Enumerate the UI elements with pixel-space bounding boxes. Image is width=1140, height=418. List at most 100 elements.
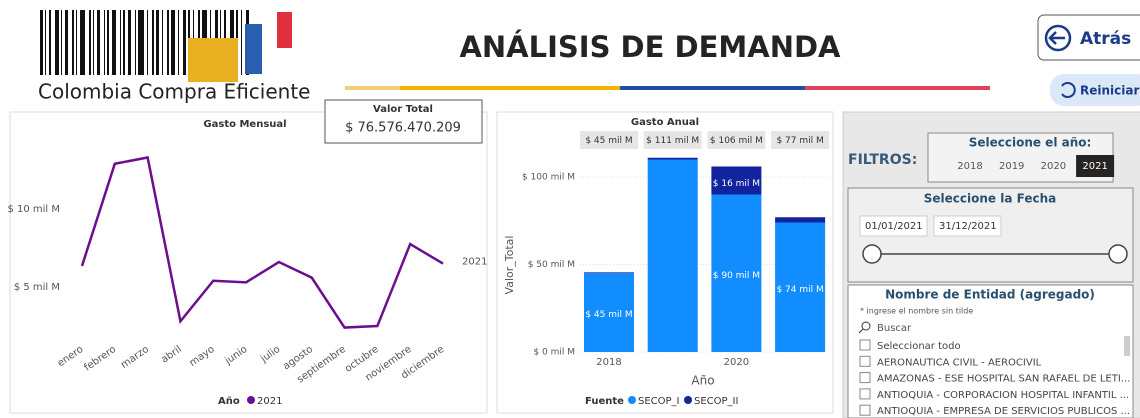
logo-red [277, 12, 292, 48]
total-label-box [707, 131, 766, 149]
reset-icon [1061, 82, 1076, 98]
start-date-input[interactable] [859, 215, 928, 237]
legend-label: 2021 [257, 396, 282, 407]
barcode-bar [183, 10, 186, 75]
legend-label: SECOP_I [638, 396, 680, 407]
total-label-box [771, 131, 830, 149]
back-icon [1044, 24, 1072, 52]
title-rule [620, 86, 805, 90]
y-tick-label: $ 5 mil M [14, 282, 60, 293]
line-series [80, 156, 444, 329]
barcode-bar [162, 10, 163, 75]
barcode-bar [104, 10, 105, 75]
barcode-bar [123, 10, 125, 75]
search-icon [858, 328, 864, 334]
barcode-bar [178, 10, 179, 75]
title-rule [345, 86, 400, 90]
legend-label: SECOP_II [694, 396, 738, 407]
barcode-bar [128, 10, 131, 75]
logo-text: Colombia Compra Eficiente [38, 80, 310, 104]
chart-title: Gasto Anual [631, 117, 699, 128]
date-title: Seleccione la Fecha [924, 192, 1056, 206]
barcode-bar [55, 10, 59, 75]
year-button-label: 2019 [999, 161, 1024, 172]
barcode-bar [72, 10, 74, 75]
barcode-bar [152, 10, 154, 75]
y-tick-label: $ 10 mil M [7, 204, 60, 215]
bar-segment [775, 217, 826, 223]
legend-swatch [684, 396, 692, 404]
x-tick-label: 2020 [724, 357, 749, 368]
barcode-bar [93, 10, 94, 75]
title-rule [400, 86, 620, 90]
barcode-bar [135, 10, 136, 75]
bar-value-label: $ 16 mil M [713, 179, 760, 189]
year-button[interactable] [951, 155, 989, 177]
bar-value-label: $ 45 mil M [585, 310, 632, 320]
barcode-bar [241, 10, 242, 75]
entity-hint: * ingrese el nombre sin tilde [860, 307, 973, 316]
total-label: $ 111 mil M [646, 136, 699, 146]
end-date: 31/12/2021 [939, 221, 997, 232]
y-axis-title: Valor_Total [503, 236, 516, 295]
total-label-box [580, 131, 638, 149]
year-button[interactable] [992, 155, 1031, 177]
bar-value-label: $ 74 mil M [776, 285, 823, 295]
entity-checkbox[interactable] [859, 355, 871, 367]
y-tick-label: $ 100 mil M [522, 173, 575, 183]
legend-swatch [247, 396, 255, 404]
barcode-bar [156, 10, 159, 75]
entity-checkbox[interactable] [859, 372, 871, 384]
year-button-label: 2018 [957, 161, 982, 172]
total-label: $ 45 mil M [585, 136, 632, 146]
barcode-bar [61, 10, 62, 75]
entity-item: Seleccionar todo [877, 341, 961, 352]
year-button-label: 2021 [1082, 161, 1107, 172]
logo [40, 10, 292, 82]
logo-yellow [188, 38, 238, 82]
back-label: Atrás [1080, 29, 1131, 49]
scrollbar[interactable] [1124, 336, 1130, 356]
barcode-bar [167, 10, 169, 75]
bar-value-label: $ 90 mil M [713, 271, 760, 281]
date-slider-start[interactable] [862, 244, 882, 264]
x-tick-label: 2018 [596, 357, 621, 368]
barcode-bar [76, 10, 77, 75]
search-icon [861, 321, 871, 331]
total-label: $ 77 mil M [776, 136, 823, 146]
entity-item: ANTIOQUIA - CORPORACION HOSPITAL INFANTI… [877, 390, 1129, 401]
line-panel [9, 111, 488, 414]
y-tick-label: $ 0 mil M [533, 348, 575, 358]
barcode-bar [89, 10, 91, 75]
bar-segment [775, 222, 826, 352]
bar-segment [584, 273, 634, 352]
kpi-value: $ 76.576.470.209 [345, 121, 461, 136]
barcode-bar [40, 10, 43, 75]
barcode-bar [112, 10, 116, 75]
entity-checkbox[interactable] [859, 339, 871, 351]
legend-swatch [628, 396, 636, 404]
reset-button[interactable] [1050, 74, 1140, 106]
bar-segment [711, 194, 762, 352]
reset-label: Reiniciar [1080, 84, 1139, 98]
entity-checkbox[interactable] [859, 388, 871, 400]
entity-box [847, 284, 1134, 418]
entity-title: Nombre de Entidad (agregado) [885, 288, 1095, 302]
start-date: 01/01/2021 [865, 221, 923, 232]
back-arrow [1048, 31, 1065, 45]
date-slider-end[interactable] [1108, 244, 1128, 264]
barcode-bar [65, 10, 68, 75]
year-button[interactable] [1034, 155, 1073, 177]
legend-title: Fuente [585, 396, 624, 407]
x-axis-title: Año [691, 374, 714, 388]
search-input[interactable]: Buscar [877, 323, 912, 334]
barcode-bar [138, 10, 144, 75]
page-title: ANÁLISIS DE DEMANDA [459, 30, 841, 64]
barcode-bar [120, 10, 121, 75]
end-date-input[interactable] [933, 215, 1002, 237]
year-button[interactable] [1076, 155, 1115, 177]
entity-checkbox[interactable] [859, 404, 871, 416]
barcode-bar [97, 10, 100, 75]
entity-item: AMAZONAS - ESE HOSPITAL SAN RAFAEL DE LE… [877, 374, 1130, 385]
barcode-bar [80, 10, 85, 75]
